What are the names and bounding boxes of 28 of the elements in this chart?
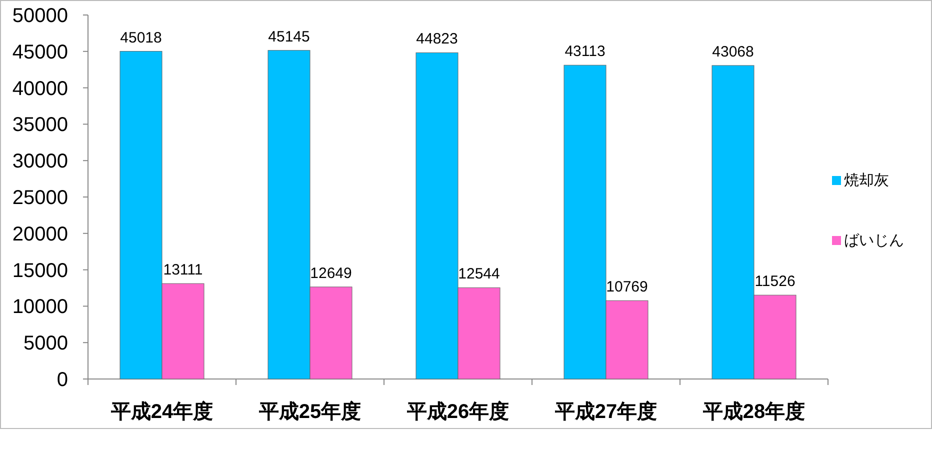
y-tick-label: 35000 xyxy=(12,114,68,136)
x-tick-label: 平成24年度 xyxy=(110,400,214,423)
data-label: 10769 xyxy=(606,278,648,296)
y-tick-label: 45000 xyxy=(12,41,68,64)
x-tick-label: 平成25年度 xyxy=(258,400,362,423)
y-tick-label: 0 xyxy=(56,369,68,391)
y-tick-label: 40000 xyxy=(12,78,68,100)
data-label: 45145 xyxy=(268,28,310,46)
legend-label: 焼却灰 xyxy=(844,172,889,189)
y-tick-label: 50000 xyxy=(12,5,68,27)
y-tick-label: 30000 xyxy=(12,150,68,173)
x-tick-label: 平成28年度 xyxy=(702,400,806,423)
data-label: 43068 xyxy=(712,43,754,60)
data-label: 12544 xyxy=(458,266,500,283)
data-label: 12649 xyxy=(310,264,352,282)
data-label: 45018 xyxy=(120,29,162,46)
y-tick-label: 20000 xyxy=(12,223,68,246)
data-label: 13111 xyxy=(163,262,203,279)
data-label: 44823 xyxy=(416,30,458,48)
data-label: 43113 xyxy=(564,43,606,60)
y-tick-label: 25000 xyxy=(12,187,68,209)
y-tick-label: 5000 xyxy=(24,332,68,355)
y-tick-label: 10000 xyxy=(12,296,68,318)
x-tick-label: 平成27年度 xyxy=(554,400,658,423)
y-tick-label: 15000 xyxy=(12,260,68,282)
x-tick-label: 平成26年度 xyxy=(406,400,510,423)
data-label: 11526 xyxy=(754,273,796,290)
legend-label: ばいじん xyxy=(844,232,904,249)
